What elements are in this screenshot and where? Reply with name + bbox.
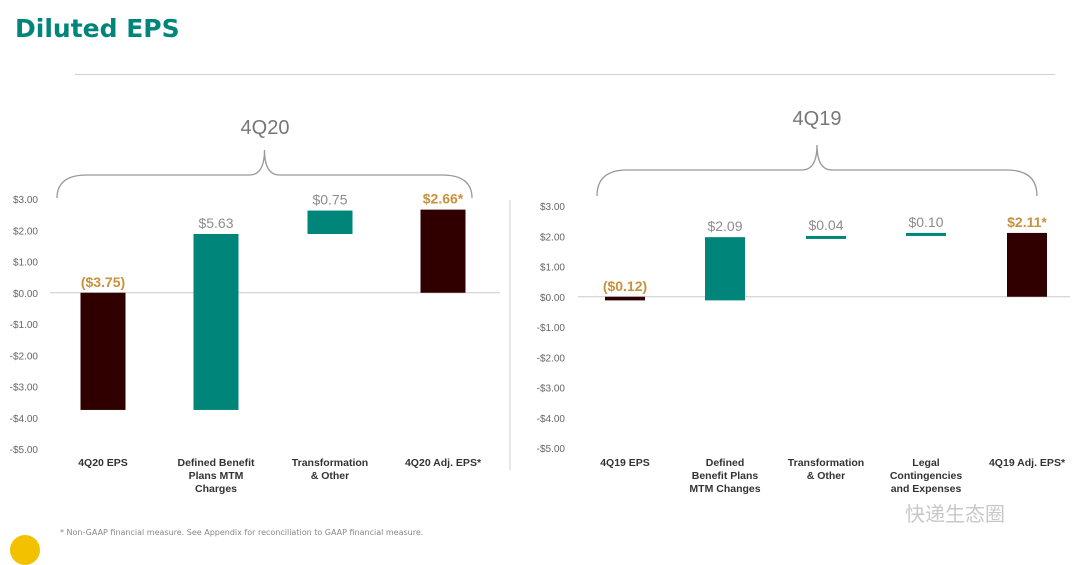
- category-label: Defined Benefit Plans MTM Charges: [177, 457, 255, 495]
- data-label: $0.10: [908, 214, 943, 230]
- data-label: $2.11*: [1007, 214, 1047, 230]
- bar-transformation-other: [806, 235, 846, 239]
- y-tick-label: $3.00: [13, 195, 38, 206]
- y-tick-label: $0.00: [13, 289, 38, 300]
- footnote: * Non-GAAP financial measure. See Append…: [60, 528, 424, 537]
- y-tick-label: $2.00: [540, 232, 565, 243]
- category-label: 4Q19 Adj. EPS*: [989, 457, 1066, 469]
- y-tick-label: -$4.00: [10, 414, 39, 425]
- y-tick-label: -$3.00: [537, 384, 566, 395]
- page-title: Diluted EPS: [15, 14, 180, 43]
- data-label: $5.63: [198, 215, 233, 231]
- title-divider: [75, 74, 1055, 75]
- y-tick-label: -$3.00: [10, 383, 39, 394]
- brace: [596, 144, 1038, 197]
- data-label: $2.09: [707, 218, 742, 234]
- category-label: Transformation & Other: [788, 457, 864, 482]
- y-tick-label: -$4.00: [537, 414, 566, 425]
- bar-legal-contingencies-and-expenses: [906, 232, 946, 236]
- category-label: Legal Contingencies and Expenses: [890, 457, 963, 495]
- chart-title-4Q20: 4Q20: [241, 117, 290, 139]
- logo-circle: [10, 535, 40, 565]
- data-label: $0.04: [808, 217, 843, 233]
- watermark: 快递生态圈: [905, 502, 1005, 526]
- category-label: 4Q20 EPS: [78, 457, 128, 469]
- bar-4q20-eps: [80, 292, 126, 410]
- bar-4q20-adj-eps-: [420, 209, 466, 293]
- bar-4q19-adj-eps-: [1007, 232, 1047, 297]
- data-label: ($3.75): [81, 274, 125, 290]
- brace: [56, 149, 473, 199]
- y-tick-label: -$2.00: [10, 351, 39, 362]
- y-tick-label: $1.00: [540, 263, 565, 274]
- category-label: 4Q20 Adj. EPS*: [405, 457, 482, 469]
- y-tick-label: -$1.00: [537, 323, 566, 334]
- bar-4q19-eps: [605, 296, 645, 301]
- category-label: 4Q19 EPS: [600, 457, 650, 469]
- data-label: $2.66*: [423, 191, 464, 207]
- data-label: $0.75: [312, 192, 347, 208]
- y-tick-label: -$5.00: [537, 444, 566, 455]
- y-tick-label: $0.00: [540, 293, 565, 304]
- y-tick-label: -$5.00: [10, 445, 39, 456]
- y-tick-label: $1.00: [13, 258, 38, 269]
- bar-defined-benefit-plans-mtm-changes: [705, 237, 745, 301]
- bar-defined-benefit-plans-mtm-charges: [193, 234, 239, 410]
- category-label: Transformation & Other: [292, 457, 368, 482]
- y-tick-label: $2.00: [13, 226, 38, 237]
- y-tick-label: -$2.00: [537, 353, 566, 364]
- y-tick-label: -$1.00: [10, 320, 39, 331]
- bar-transformation-other: [307, 210, 353, 234]
- y-tick-label: $3.00: [540, 202, 565, 213]
- chart-title-4Q19: 4Q19: [793, 108, 842, 130]
- eps-waterfall-charts: 4Q20 $3.00 $2.00 $1.00 $0.00 -$1.00 -$2.00 -$3.…: [10, 108, 1070, 495]
- data-label: ($0.12): [603, 278, 647, 294]
- category-label: Defined Benefit Plans MTM Changes: [689, 457, 760, 495]
